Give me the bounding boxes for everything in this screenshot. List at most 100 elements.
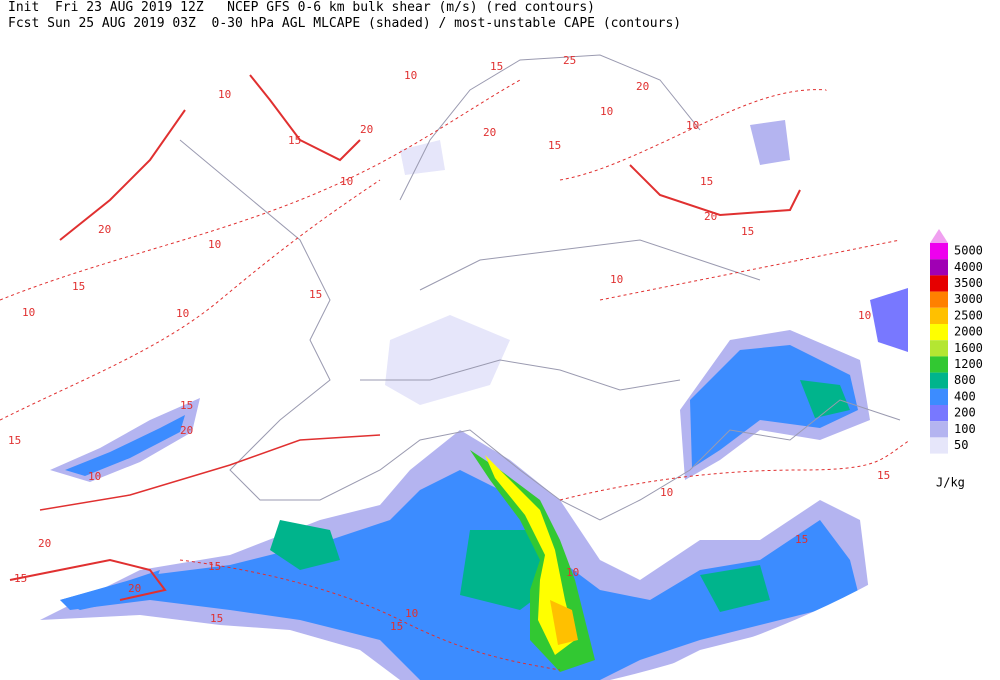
cape-area [550,600,578,645]
colorbar-box [930,405,948,422]
contour-label: 15 [208,560,221,573]
contour-label: 20 [704,210,717,223]
contour-label: 10 [340,175,353,188]
contour-label: 10 [176,307,189,320]
colorbar-box [930,437,948,454]
contour-label: 10 [566,566,579,579]
shear-contour [9,558,167,601]
cape-area [65,415,185,476]
contour-label: 15 [210,612,223,625]
shear-contour [179,559,561,671]
shear-contour [59,109,186,241]
colorbar-box [930,421,948,438]
contour-label: 15 [288,134,301,147]
coastline [179,139,901,521]
shear-contour [0,179,381,421]
contour-label: 10 [610,273,623,286]
contour-label: 15 [795,533,808,546]
contour-label: 10 [858,309,871,322]
contour-label: 15 [741,225,754,238]
header-line: Init Fri 23 AUG 2019 12Z NCEP GFS 0-6 km… [8,0,595,15]
border [419,239,761,291]
contour-label: 10 [600,105,613,118]
shear-contour [0,79,521,301]
colorbar-label: 4000 [954,260,983,274]
colorbar-box [930,324,948,341]
contour-label: 10 [218,88,231,101]
colorbar-box [930,356,948,373]
colorbar-label: 5000 [954,244,983,258]
cape-shading [40,120,908,680]
cape-area [400,140,445,175]
contour-label: 20 [98,223,111,236]
colorbar-box [930,243,948,260]
cape-area [270,520,340,570]
shear-contour [39,434,381,511]
contour-label: 15 [14,572,27,585]
colorbar: 5000 4000 3500 3000 2500 2000 1600 1200 800 400 20… [930,229,983,490]
contour-label: 20 [483,126,496,139]
contour-label: 15 [490,60,503,73]
colorbar-box [930,340,948,357]
colorbar-extend [930,229,948,243]
colorbar-label: 400 [954,389,976,403]
shear-contour [599,239,901,301]
contour-label: 20 [360,123,373,136]
colorbar-label: 50 [954,438,968,452]
contour-label: 10 [208,238,221,251]
coastlines [179,54,901,521]
contour-label: 20 [180,424,193,437]
colorbar-box [930,388,948,405]
shear-contour [249,74,361,162]
contour-label: 15 [548,139,561,152]
cape-area [700,565,770,612]
contour-label: 15 [180,399,193,412]
contour-label: 10 [404,69,417,82]
domain-mask [610,40,1000,680]
contour-label: 20 [128,582,141,595]
contour-label: 20 [38,537,51,550]
shear-contour [559,439,911,501]
colorbar-label: 1600 [954,341,983,355]
shear-contours [0,74,911,671]
colorbar-box [930,372,948,389]
colorbar-label: 1200 [954,357,983,371]
cape-area [60,570,160,610]
cape-area [385,315,510,405]
contour-label: 10 [660,486,673,499]
contour-label: 15 [8,434,21,447]
contour-label: 15 [877,469,890,482]
colorbar-box [930,307,948,324]
coastline [399,54,701,201]
cape-area [870,288,908,352]
colorbar-label: 3000 [954,292,983,306]
shear-contour [629,164,801,217]
cape-area [750,120,790,165]
colorbar-label: 200 [954,406,976,420]
contour-label: 15 [309,288,322,301]
colorbar-label: 800 [954,373,976,387]
colorbar-box [930,291,948,308]
contour-label: 20 [636,80,649,93]
cape-area [690,345,858,468]
contour-label: 25 [563,54,576,67]
contour-label: 10 [88,470,101,483]
colorbar-box [930,259,948,276]
colorbar-unit: J/kg [936,476,965,490]
contour-label: 10 [22,306,35,319]
contour-label: 10 [405,607,418,620]
contour-label: 15 [72,280,85,293]
header-line: Fcst Sun 25 AUG 2019 03Z 0-30 hPa AGL ML… [8,16,682,31]
border [360,359,681,391]
colorbar-box [930,275,948,292]
cape-area [60,470,860,680]
colorbar-label: 3500 [954,276,983,290]
contour-label: 15 [390,620,403,633]
colorbar-label: 2500 [954,308,983,322]
cape-area [800,380,850,418]
colorbar-label: 2000 [954,325,983,339]
colorbar-label: 100 [954,422,976,436]
